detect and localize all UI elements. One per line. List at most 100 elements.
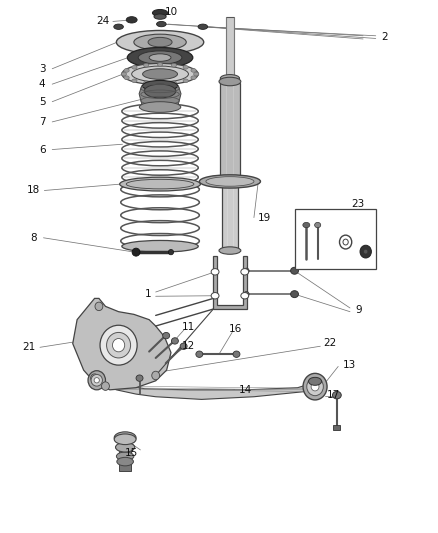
- Ellipse shape: [148, 37, 172, 47]
- Ellipse shape: [220, 75, 240, 82]
- Ellipse shape: [149, 54, 171, 61]
- Ellipse shape: [94, 377, 99, 383]
- Text: 13: 13: [343, 360, 356, 370]
- Ellipse shape: [314, 222, 321, 228]
- Ellipse shape: [114, 24, 124, 29]
- Ellipse shape: [180, 343, 187, 350]
- Ellipse shape: [308, 377, 321, 385]
- Ellipse shape: [152, 10, 168, 17]
- Text: 9: 9: [355, 305, 362, 315]
- Ellipse shape: [127, 47, 193, 68]
- Ellipse shape: [126, 17, 137, 23]
- Text: 7: 7: [39, 117, 46, 127]
- Ellipse shape: [191, 76, 196, 79]
- Polygon shape: [139, 86, 181, 107]
- Text: 12: 12: [182, 341, 195, 351]
- Ellipse shape: [117, 452, 134, 461]
- Ellipse shape: [171, 81, 177, 85]
- Ellipse shape: [241, 293, 249, 299]
- Bar: [226, 17, 234, 78]
- Text: 16: 16: [229, 324, 242, 334]
- Polygon shape: [213, 256, 247, 309]
- Ellipse shape: [122, 63, 198, 85]
- Bar: [333, 425, 340, 430]
- Polygon shape: [97, 375, 315, 399]
- Ellipse shape: [241, 269, 249, 275]
- Bar: [222, 181, 238, 251]
- Ellipse shape: [120, 177, 201, 191]
- Ellipse shape: [136, 375, 143, 381]
- Ellipse shape: [132, 66, 137, 69]
- Ellipse shape: [154, 14, 166, 19]
- Bar: [120, 461, 131, 471]
- Text: 3: 3: [39, 64, 46, 74]
- Ellipse shape: [95, 302, 103, 311]
- Text: 8: 8: [30, 233, 37, 243]
- Ellipse shape: [194, 72, 199, 76]
- Ellipse shape: [91, 374, 99, 382]
- Ellipse shape: [303, 222, 310, 228]
- Text: 18: 18: [27, 185, 40, 196]
- Text: 5: 5: [39, 96, 46, 107]
- Ellipse shape: [290, 267, 298, 274]
- Ellipse shape: [106, 333, 131, 358]
- Ellipse shape: [157, 62, 162, 66]
- Ellipse shape: [117, 457, 134, 466]
- Ellipse shape: [122, 240, 198, 252]
- Ellipse shape: [100, 325, 137, 365]
- Ellipse shape: [157, 82, 162, 85]
- Ellipse shape: [219, 77, 241, 86]
- Text: 11: 11: [182, 321, 195, 332]
- Ellipse shape: [191, 69, 196, 72]
- Ellipse shape: [183, 66, 188, 69]
- Ellipse shape: [168, 249, 173, 255]
- Ellipse shape: [113, 338, 125, 352]
- Ellipse shape: [139, 102, 181, 112]
- Polygon shape: [73, 298, 171, 390]
- Text: 6: 6: [39, 144, 46, 155]
- Ellipse shape: [144, 81, 149, 85]
- Ellipse shape: [219, 247, 241, 254]
- Ellipse shape: [144, 63, 149, 67]
- Ellipse shape: [132, 79, 137, 83]
- Bar: [295, 209, 376, 269]
- Ellipse shape: [121, 72, 127, 76]
- Ellipse shape: [124, 69, 129, 72]
- Ellipse shape: [311, 382, 319, 391]
- Text: 10: 10: [164, 7, 177, 18]
- Ellipse shape: [244, 268, 249, 273]
- Text: 2: 2: [381, 32, 388, 42]
- Ellipse shape: [117, 30, 204, 54]
- Text: 24: 24: [97, 17, 110, 27]
- Text: 22: 22: [324, 338, 337, 348]
- Ellipse shape: [116, 442, 135, 452]
- Ellipse shape: [290, 290, 298, 297]
- Ellipse shape: [360, 245, 371, 258]
- Bar: [120, 437, 131, 456]
- Ellipse shape: [91, 374, 102, 386]
- Text: 21: 21: [22, 342, 36, 352]
- Ellipse shape: [134, 34, 186, 50]
- Bar: [220, 83, 240, 181]
- Ellipse shape: [156, 21, 166, 27]
- Ellipse shape: [199, 175, 261, 188]
- Ellipse shape: [102, 382, 110, 390]
- Ellipse shape: [145, 84, 176, 98]
- Ellipse shape: [143, 69, 177, 79]
- Ellipse shape: [211, 269, 219, 275]
- Ellipse shape: [171, 63, 177, 67]
- Ellipse shape: [364, 249, 368, 254]
- Ellipse shape: [114, 434, 136, 445]
- Text: 1: 1: [145, 289, 152, 299]
- Ellipse shape: [211, 293, 219, 299]
- Ellipse shape: [132, 248, 140, 256]
- Ellipse shape: [303, 373, 327, 400]
- Ellipse shape: [114, 432, 136, 443]
- Ellipse shape: [244, 292, 249, 297]
- Ellipse shape: [124, 76, 129, 79]
- Ellipse shape: [332, 391, 341, 399]
- Ellipse shape: [143, 80, 177, 91]
- Text: 14: 14: [239, 385, 252, 395]
- Ellipse shape: [198, 24, 208, 29]
- Text: 23: 23: [351, 199, 364, 209]
